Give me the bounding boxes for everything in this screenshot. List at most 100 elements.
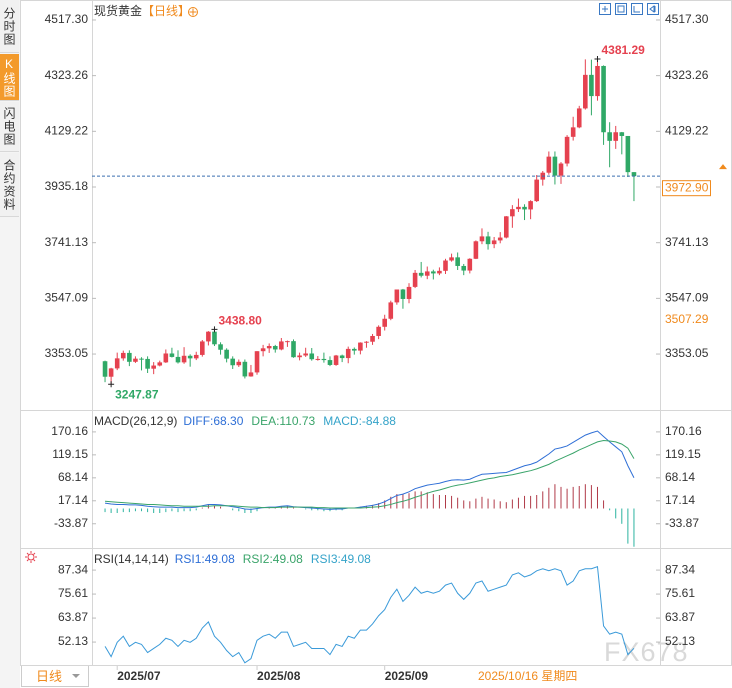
y-tick-label: 170.16 bbox=[51, 424, 88, 438]
sidebar-tab[interactable]: 闪电图 bbox=[0, 102, 19, 152]
y-tick-label: 4517.30 bbox=[45, 12, 89, 26]
candle-body bbox=[510, 209, 515, 217]
candle-body bbox=[364, 341, 369, 343]
candle-body bbox=[230, 358, 236, 366]
candle-body bbox=[479, 236, 485, 242]
candle-body bbox=[461, 265, 467, 271]
candle-body bbox=[108, 368, 114, 377]
candle-body bbox=[431, 271, 436, 274]
y-tick-label: 3741.13 bbox=[45, 235, 89, 249]
candle-body bbox=[528, 201, 533, 210]
macd-line bbox=[105, 440, 635, 509]
y-tick-label: 3547.09 bbox=[45, 291, 89, 305]
y-tick-label: 3935.18 bbox=[45, 179, 89, 193]
candle-body bbox=[206, 331, 211, 342]
candle-body bbox=[467, 258, 473, 271]
candle-body bbox=[583, 74, 588, 109]
y-tick-label: 4323.26 bbox=[665, 68, 709, 82]
legend-entry: RSI1:49.08 bbox=[175, 552, 235, 566]
period-text: 【日线】 bbox=[142, 4, 190, 18]
candle-body bbox=[345, 348, 351, 359]
candle-body bbox=[607, 132, 612, 141]
candle-body bbox=[418, 272, 424, 276]
candle-body bbox=[279, 341, 284, 350]
candle-body bbox=[212, 331, 217, 345]
candle-body bbox=[114, 358, 120, 369]
y-tick-label: 68.14 bbox=[665, 470, 695, 484]
macd-line bbox=[104, 430, 635, 510]
x-tick-label: 2025/09 bbox=[385, 669, 429, 683]
candle-body bbox=[224, 349, 229, 359]
annotation-marker bbox=[108, 381, 115, 388]
candle-body bbox=[151, 365, 156, 369]
y-tick-label: 63.87 bbox=[58, 610, 88, 624]
candle-body bbox=[589, 74, 594, 97]
candle-body bbox=[327, 360, 333, 365]
candle-body bbox=[546, 156, 552, 173]
candle-body bbox=[625, 135, 631, 173]
candle-body bbox=[285, 341, 290, 343]
candle-body bbox=[200, 341, 205, 355]
sidebar-tab[interactable]: 合约资料 bbox=[0, 153, 19, 217]
candle-body bbox=[503, 216, 509, 238]
candle-body bbox=[163, 353, 169, 363]
chart-title: 现货黄金【日线】 bbox=[94, 3, 190, 18]
candle-body bbox=[406, 286, 412, 299]
candle-body bbox=[558, 163, 564, 176]
y-tick-label: 3741.13 bbox=[665, 235, 709, 249]
y-tick-label: 119.15 bbox=[52, 447, 88, 461]
y-tick-label: 87.34 bbox=[58, 562, 88, 576]
candle-body bbox=[175, 356, 181, 363]
sidebar-tab[interactable]: 分时图 bbox=[0, 0, 19, 53]
candle-body bbox=[400, 289, 406, 299]
settings-icon[interactable] bbox=[25, 551, 37, 563]
candle-body bbox=[394, 289, 400, 303]
candle-body bbox=[297, 355, 302, 358]
candle-body bbox=[491, 240, 497, 245]
candle-body bbox=[102, 361, 108, 377]
candle-body bbox=[254, 351, 260, 373]
legend-entry: RSI2:49.08 bbox=[243, 552, 303, 566]
candle-body bbox=[497, 237, 503, 241]
candle-body bbox=[516, 206, 521, 210]
candle-body bbox=[552, 156, 558, 176]
y-tick-label: 63.87 bbox=[665, 610, 695, 624]
candle-body bbox=[352, 348, 357, 351]
add-icon[interactable] bbox=[188, 7, 198, 17]
candle-body bbox=[601, 65, 606, 133]
candle-body bbox=[236, 361, 242, 366]
candle-body bbox=[631, 172, 637, 177]
candle-body bbox=[437, 270, 442, 274]
price-box bbox=[662, 180, 711, 197]
candle-body bbox=[181, 355, 187, 363]
candle-body bbox=[272, 346, 278, 350]
candle-body bbox=[127, 352, 132, 362]
candle-body bbox=[303, 353, 308, 356]
period-tab[interactable]: 日线 bbox=[21, 666, 89, 687]
y-tick-label: 52.13 bbox=[58, 634, 88, 648]
toolbar-icons[interactable] bbox=[599, 3, 659, 15]
rsi-line bbox=[104, 566, 635, 664]
candle-body bbox=[120, 352, 126, 359]
y-tick-label: 4129.22 bbox=[45, 123, 89, 137]
legend-entry: RSI3:49.08 bbox=[311, 552, 371, 566]
candle-body bbox=[473, 241, 479, 259]
candle-body bbox=[145, 358, 150, 369]
sidebar-tab[interactable]: K线图 bbox=[0, 54, 19, 101]
candle-body bbox=[358, 342, 363, 351]
candle-body bbox=[613, 132, 619, 141]
watermark: FX678 bbox=[604, 637, 689, 667]
y-tick-label: 87.34 bbox=[665, 562, 695, 576]
legend-entry: DIFF:68.30 bbox=[183, 414, 243, 428]
y-tick-label: 119.15 bbox=[665, 447, 701, 461]
candle-body bbox=[576, 108, 582, 128]
candle-body bbox=[388, 302, 394, 319]
y-tick-label: -33.87 bbox=[665, 516, 699, 530]
y-tick-label: 4129.22 bbox=[665, 123, 709, 137]
candle-body bbox=[193, 354, 199, 359]
annotation-label: 4381.29 bbox=[601, 43, 645, 57]
macd-legend: MACD(26,12,9) DIFF:68.30 DEA:110.73 MACD:-8… bbox=[94, 414, 396, 428]
candle-body bbox=[534, 179, 539, 202]
